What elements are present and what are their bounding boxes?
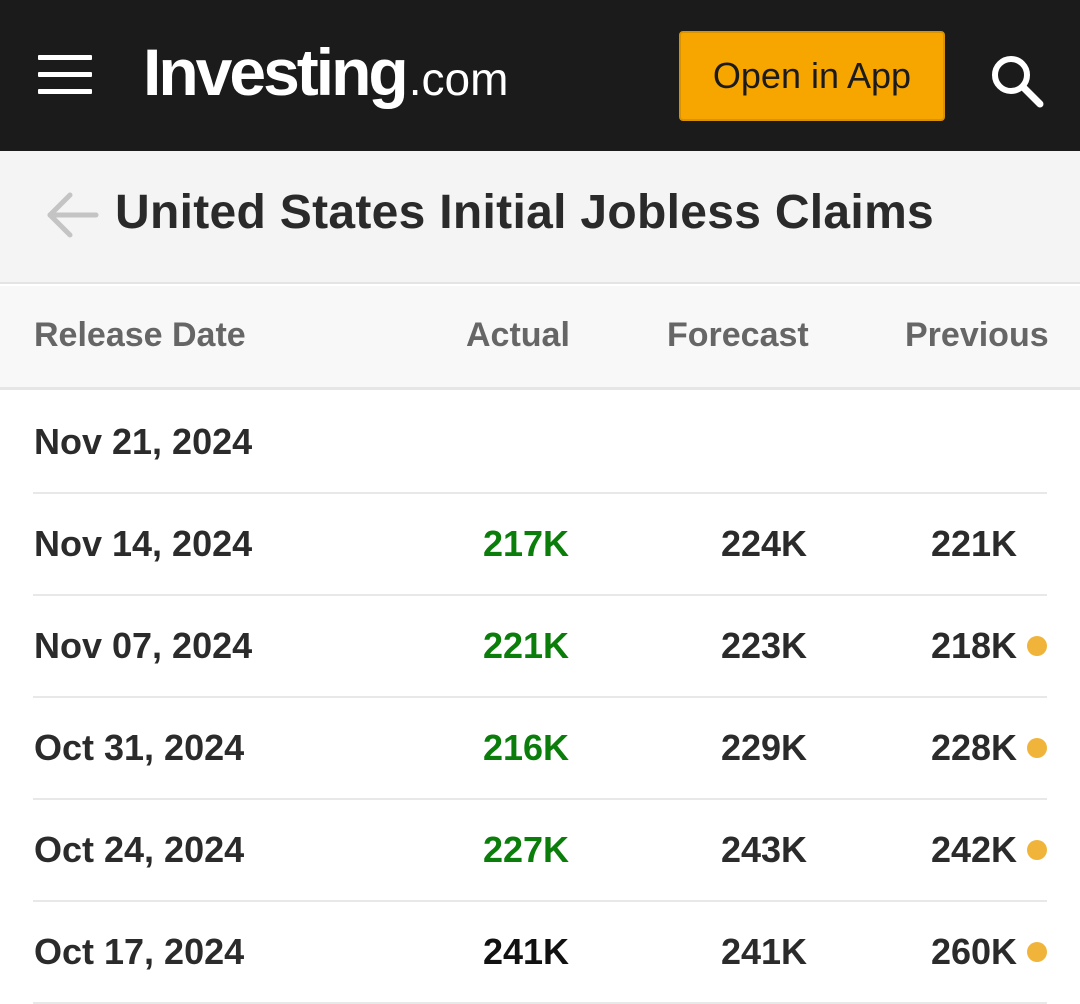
actual-cell: 221K (482, 625, 569, 666)
table-row[interactable]: Oct 17, 2024 241K 241K 260K (33, 902, 1047, 1004)
revised-indicator-icon[interactable] (1027, 738, 1047, 758)
page-title: United States Initial Jobless Claims (115, 186, 935, 239)
column-header-forecast[interactable]: Forecast (667, 316, 809, 354)
previous-cell: 221K (930, 523, 1017, 564)
actual-cell: 241K (482, 931, 569, 972)
forecast-cell: 243K (720, 829, 807, 870)
release-date-cell: Oct 24, 2024 (34, 829, 245, 870)
page-title-bar (0, 151, 1080, 284)
release-date-cell: Nov 07, 2024 (34, 625, 253, 666)
forecast-cell: 229K (720, 727, 807, 768)
previous-cell: 242K (930, 829, 1017, 870)
logo-suffix: .com (408, 53, 509, 105)
release-date-cell: Oct 17, 2024 (34, 931, 245, 972)
column-header-previous[interactable]: Previous (905, 316, 1049, 354)
table-row[interactable]: Oct 31, 2024 216K 229K 228K (33, 698, 1047, 800)
revised-indicator-icon[interactable] (1027, 840, 1047, 860)
revised-indicator-icon[interactable] (1027, 636, 1047, 656)
actual-cell: 227K (482, 829, 569, 870)
column-header-release-date[interactable]: Release Date (34, 316, 246, 354)
actual-cell: 217K (482, 523, 569, 564)
back-arrow-icon[interactable] (44, 190, 100, 240)
release-date-cell: Nov 21, 2024 (34, 421, 253, 462)
table-row[interactable]: Oct 24, 2024 227K 243K 242K (33, 800, 1047, 902)
forecast-cell: 224K (720, 523, 807, 564)
release-date-cell: Oct 31, 2024 (34, 727, 245, 768)
previous-cell: 228K (930, 727, 1017, 768)
table-row[interactable]: Nov 07, 2024 221K 223K 218K (33, 596, 1047, 698)
search-icon[interactable] (986, 50, 1046, 110)
table-row[interactable]: Nov 14, 2024 217K 224K 221K (33, 494, 1047, 596)
forecast-cell: 241K (720, 931, 807, 972)
top-navigation-bar: Investing .com Open in App (0, 0, 1080, 151)
table-header (0, 286, 1080, 390)
investing-logo[interactable]: Investing .com (143, 34, 508, 114)
forecast-cell: 223K (720, 625, 807, 666)
actual-cell: 216K (482, 727, 569, 768)
release-date-cell: Nov 14, 2024 (34, 523, 253, 564)
logo-wordmark: Investing (143, 35, 409, 109)
open-in-app-button[interactable]: Open in App (679, 31, 945, 121)
column-header-actual[interactable]: Actual (466, 316, 570, 354)
previous-cell: 260K (930, 931, 1017, 972)
table-row[interactable]: Nov 21, 2024 (33, 392, 1047, 494)
revised-indicator-icon[interactable] (1027, 942, 1047, 962)
previous-cell: 218K (930, 625, 1017, 666)
menu-icon[interactable] (38, 55, 92, 95)
